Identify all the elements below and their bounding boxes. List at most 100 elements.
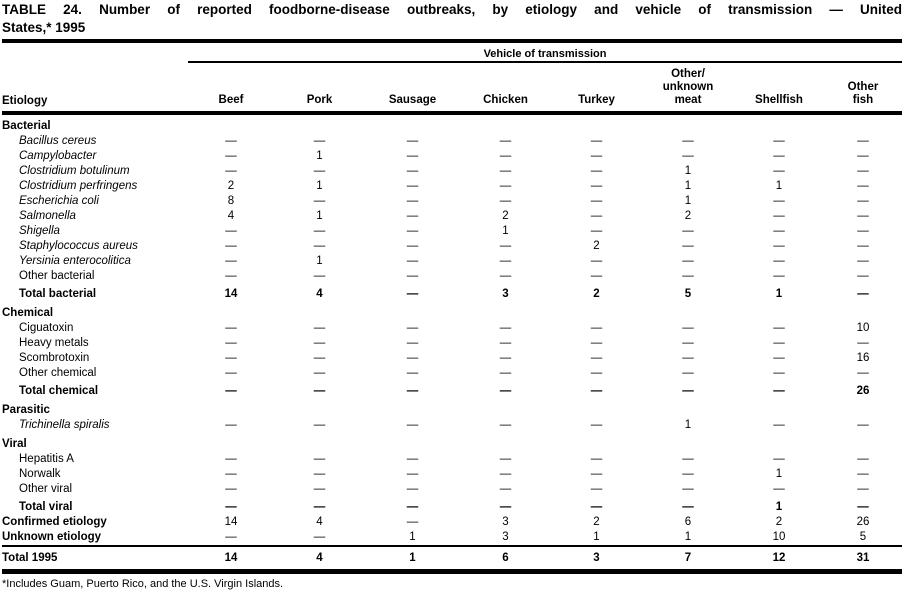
cell-value: — <box>682 501 694 513</box>
cell-value: 1 <box>684 180 692 192</box>
table-row: Bacillus cereus — — — — — — — — <box>2 134 902 149</box>
cell-value: — <box>773 385 785 397</box>
cell-value: — <box>406 210 419 222</box>
cell-value: — <box>225 255 237 267</box>
cell-value: — <box>857 288 869 300</box>
column-header-other-fish: Other fish <box>824 62 902 115</box>
cell-value: — <box>773 240 785 252</box>
cell-value: 10 <box>856 322 870 334</box>
row-label: Total chemical <box>19 385 99 397</box>
section-row: Chemical <box>2 302 902 321</box>
cell-value: — <box>406 150 419 162</box>
cell-value: — <box>857 255 869 267</box>
row-label: Escherichia coli <box>19 195 99 207</box>
table-row: Other bacterial — — — — — — — — <box>2 269 902 284</box>
cell-value: — <box>313 337 326 349</box>
cell-value: — <box>499 240 512 252</box>
table-row: Scombrotoxin — — — — — — — 16 <box>2 351 902 366</box>
cell-value: — <box>590 483 603 495</box>
cell-value: — <box>590 150 603 162</box>
cell-value: — <box>499 337 512 349</box>
cell-value: — <box>406 337 419 349</box>
cell-value: — <box>406 165 419 177</box>
cell-value: — <box>590 270 603 282</box>
cell-value: 1 <box>775 180 783 192</box>
cell-value: — <box>225 322 237 334</box>
cell-value: — <box>499 419 512 431</box>
cell-value: 4 <box>274 545 365 574</box>
cell-value: — <box>499 270 512 282</box>
cell-value: — <box>682 352 694 364</box>
cell-value: 1 <box>775 288 783 300</box>
cell-value: — <box>857 337 869 349</box>
table-row: Heavy metals — — — — — — — — <box>2 336 902 351</box>
cell-value: 1 <box>502 225 509 237</box>
row-label: Unknown etiology <box>2 531 102 543</box>
cell-value: — <box>773 453 785 465</box>
row-label: Clostridium perfringens <box>19 180 138 192</box>
cell-value: — <box>406 135 419 147</box>
cell-value: — <box>499 255 512 267</box>
row-label: Total viral <box>19 501 73 513</box>
cell-value: — <box>857 225 869 237</box>
cell-value: 2 <box>775 516 783 528</box>
column-header-shellfish: Shellfish <box>734 62 824 115</box>
row-label: Ciguatoxin <box>19 322 74 334</box>
row-label: Heavy metals <box>19 337 89 349</box>
cell-value: 31 <box>824 545 902 574</box>
cell-value: — <box>313 483 326 495</box>
row-label: Staphylococcus aureus <box>19 240 138 252</box>
cell-value: — <box>590 135 603 147</box>
cell-value: — <box>406 288 419 300</box>
cell-value: — <box>406 240 419 252</box>
cell-value: — <box>406 322 419 334</box>
cell-value: — <box>857 150 869 162</box>
row-label: Other viral <box>19 483 73 495</box>
column-header-chicken: Chicken <box>460 62 551 115</box>
cell-value: — <box>406 501 419 513</box>
cell-value: 1 <box>593 531 600 543</box>
table-title-line2: States,* 1995 <box>2 19 86 35</box>
cell-value: — <box>499 165 512 177</box>
cell-value: — <box>313 531 326 543</box>
cell-value: — <box>773 352 785 364</box>
cell-value: — <box>225 165 237 177</box>
cell-value: — <box>682 337 694 349</box>
section-row: Parasitic <box>2 399 902 418</box>
section-row: Viral <box>2 433 902 452</box>
cell-value: 1 <box>684 165 692 177</box>
table-row: Other chemical — — — — — — — — <box>2 366 902 381</box>
row-label: Norwalk <box>19 468 61 480</box>
cell-value: 1 <box>684 419 692 431</box>
table-row: Shigella — — — 1 — — — — <box>2 224 902 239</box>
cell-value: — <box>857 501 869 513</box>
cell-value: — <box>682 453 694 465</box>
row-label: Viral <box>2 438 27 450</box>
cell-value: — <box>682 135 694 147</box>
cell-value: — <box>225 270 237 282</box>
cell-value: — <box>225 468 237 480</box>
cell-value: — <box>225 483 237 495</box>
cell-value: — <box>499 385 512 397</box>
cell-value: 3 <box>502 288 509 300</box>
cell-value: — <box>773 135 785 147</box>
column-header-turkey: Turkey <box>551 62 642 115</box>
cell-value: 1 <box>684 531 692 543</box>
cell-value: — <box>313 165 326 177</box>
cell-value: 8 <box>227 195 235 207</box>
cell-value: — <box>406 453 419 465</box>
cell-value: — <box>406 385 419 397</box>
table-row: Total bacterial 14 4 — 3 2 5 1 — <box>2 284 902 302</box>
column-header-beef: Beef <box>188 62 274 115</box>
cell-value: — <box>682 367 694 379</box>
cell-value: 6 <box>460 545 551 574</box>
cell-value: — <box>590 385 603 397</box>
cell-value: — <box>313 419 326 431</box>
cell-value: 1 <box>409 531 416 543</box>
cell-value: — <box>857 483 869 495</box>
cell-value: — <box>499 150 512 162</box>
cell-value: — <box>590 180 603 192</box>
cell-value: — <box>682 468 694 480</box>
table-body: Bacterial Bacillus cereus — — — — — — — — Campylob… <box>2 113 902 574</box>
